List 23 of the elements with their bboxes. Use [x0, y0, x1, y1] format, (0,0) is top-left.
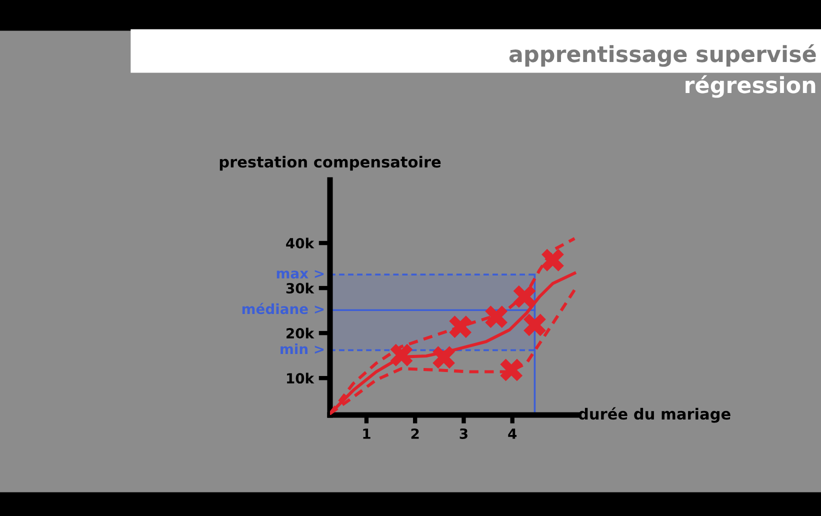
x-tick-label: 1: [363, 428, 370, 439]
point: [513, 285, 536, 308]
x-tick-label: 3: [460, 428, 468, 439]
ref-line-label: max >: [276, 270, 324, 279]
y-tick-label: 40k: [286, 238, 314, 248]
point: [390, 344, 413, 366]
point: [485, 306, 508, 328]
text: régression: [686, 75, 816, 98]
point: [500, 358, 523, 382]
y-tick-label: 20k: [286, 328, 314, 339]
x-axis-title: durée du mariage: [578, 407, 730, 423]
x-tick-label: 2: [411, 428, 419, 439]
point: [432, 346, 455, 369]
y-tick-label: 10k: [287, 372, 314, 384]
ref-line-label: médiane >: [242, 302, 324, 314]
y-tick-label: 30k: [286, 282, 314, 294]
point: [449, 316, 472, 338]
ref-line-label: min >: [280, 343, 324, 354]
text: apprentissage supervisé: [509, 44, 816, 67]
point: [524, 314, 546, 336]
x-tick-label: 4: [508, 428, 517, 439]
point: [542, 248, 564, 272]
y-axis-title: prestation compensatoire: [220, 156, 441, 171]
